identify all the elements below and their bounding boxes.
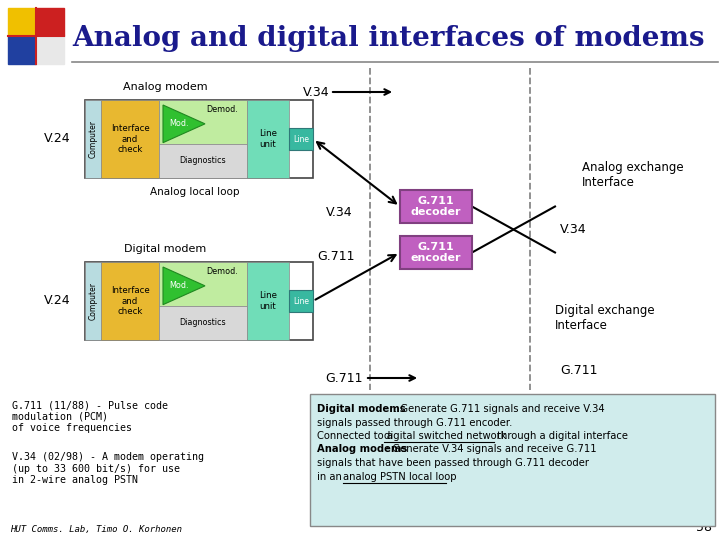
- Bar: [101, 262, 159, 340]
- Text: G.711: G.711: [560, 363, 598, 376]
- Bar: [8, 8, 36, 36]
- Text: Mod.: Mod.: [169, 281, 189, 291]
- Bar: [247, 262, 289, 340]
- Text: signals passed through G.711 encoder.: signals passed through G.711 encoder.: [317, 417, 513, 428]
- Text: digital switched network: digital switched network: [384, 431, 506, 441]
- Text: G.711: G.711: [325, 372, 363, 384]
- Text: Interface
and
check: Interface and check: [111, 124, 149, 154]
- Text: Digital modem: Digital modem: [124, 244, 206, 254]
- Text: 58: 58: [696, 521, 712, 534]
- Text: V.24: V.24: [44, 132, 71, 145]
- Bar: [247, 100, 289, 178]
- Text: in an: in an: [317, 471, 345, 482]
- Bar: [159, 262, 247, 306]
- Text: Demod.: Demod.: [207, 105, 238, 114]
- Text: Digital exchange
Interface: Digital exchange Interface: [555, 304, 654, 332]
- Text: Analog local loop: Analog local loop: [150, 187, 240, 197]
- Text: : Generate G.711 signals and receive V.34: : Generate G.711 signals and receive V.3…: [394, 404, 605, 414]
- Bar: [101, 100, 159, 178]
- Bar: [85, 262, 313, 340]
- Text: Line
unit: Line unit: [259, 129, 277, 149]
- Bar: [36, 36, 64, 64]
- Text: HUT Comms. Lab, Timo O. Korhonen: HUT Comms. Lab, Timo O. Korhonen: [10, 525, 182, 534]
- Text: V.34: V.34: [303, 85, 330, 98]
- Bar: [159, 144, 247, 178]
- Bar: [310, 394, 715, 526]
- Text: Computer: Computer: [89, 120, 97, 158]
- Text: Mod.: Mod.: [169, 119, 189, 129]
- Text: V.34: V.34: [326, 206, 353, 219]
- Bar: [289, 128, 313, 150]
- Polygon shape: [163, 267, 205, 305]
- Text: Line: Line: [293, 134, 309, 144]
- Text: G.711
decoder: G.711 decoder: [410, 195, 462, 217]
- Bar: [85, 262, 101, 340]
- Text: Demod.: Demod.: [207, 267, 238, 276]
- Text: V.34 (02/98) - A modem operating
(up to 33 600 bit/s) for use
in 2-wire analog P: V.34 (02/98) - A modem operating (up to …: [12, 452, 204, 485]
- Text: Diagnostics: Diagnostics: [180, 319, 226, 327]
- Text: Diagnostics: Diagnostics: [180, 157, 226, 165]
- Text: Analog modems: Analog modems: [317, 444, 408, 455]
- Bar: [400, 190, 472, 223]
- Text: Analog exchange
Interface: Analog exchange Interface: [582, 161, 683, 189]
- Text: G.711: G.711: [318, 251, 355, 264]
- Text: through a digital interface: through a digital interface: [494, 431, 628, 441]
- Bar: [400, 236, 472, 269]
- Bar: [289, 290, 313, 312]
- Bar: [36, 8, 64, 36]
- Text: : Generate V.34 signals and receive G.711: : Generate V.34 signals and receive G.71…: [386, 444, 597, 455]
- Text: Line
unit: Line unit: [259, 291, 277, 310]
- Text: analog PSTN local loop: analog PSTN local loop: [343, 471, 456, 482]
- Polygon shape: [163, 105, 205, 143]
- Text: G.711 (11/88) - Pulse code
modulation (PCM)
of voice frequencies: G.711 (11/88) - Pulse code modulation (P…: [12, 400, 168, 433]
- Text: V.34: V.34: [560, 223, 587, 236]
- Bar: [159, 100, 247, 144]
- Bar: [159, 306, 247, 340]
- Text: V.24: V.24: [44, 294, 71, 307]
- Text: G.711
encoder: G.711 encoder: [410, 242, 462, 264]
- Bar: [8, 36, 36, 64]
- Text: Analog and digital interfaces of modems: Analog and digital interfaces of modems: [72, 24, 704, 51]
- Text: signals that have been passed through G.711 decoder: signals that have been passed through G.…: [317, 458, 589, 468]
- Text: Analog modem: Analog modem: [122, 82, 207, 92]
- Text: Interface
and
check: Interface and check: [111, 286, 149, 316]
- Text: Connected to a: Connected to a: [317, 431, 396, 441]
- Text: Line: Line: [293, 296, 309, 306]
- Bar: [85, 100, 313, 178]
- Text: Digital modems: Digital modems: [317, 404, 405, 414]
- Text: Computer: Computer: [89, 282, 97, 320]
- Bar: [85, 100, 101, 178]
